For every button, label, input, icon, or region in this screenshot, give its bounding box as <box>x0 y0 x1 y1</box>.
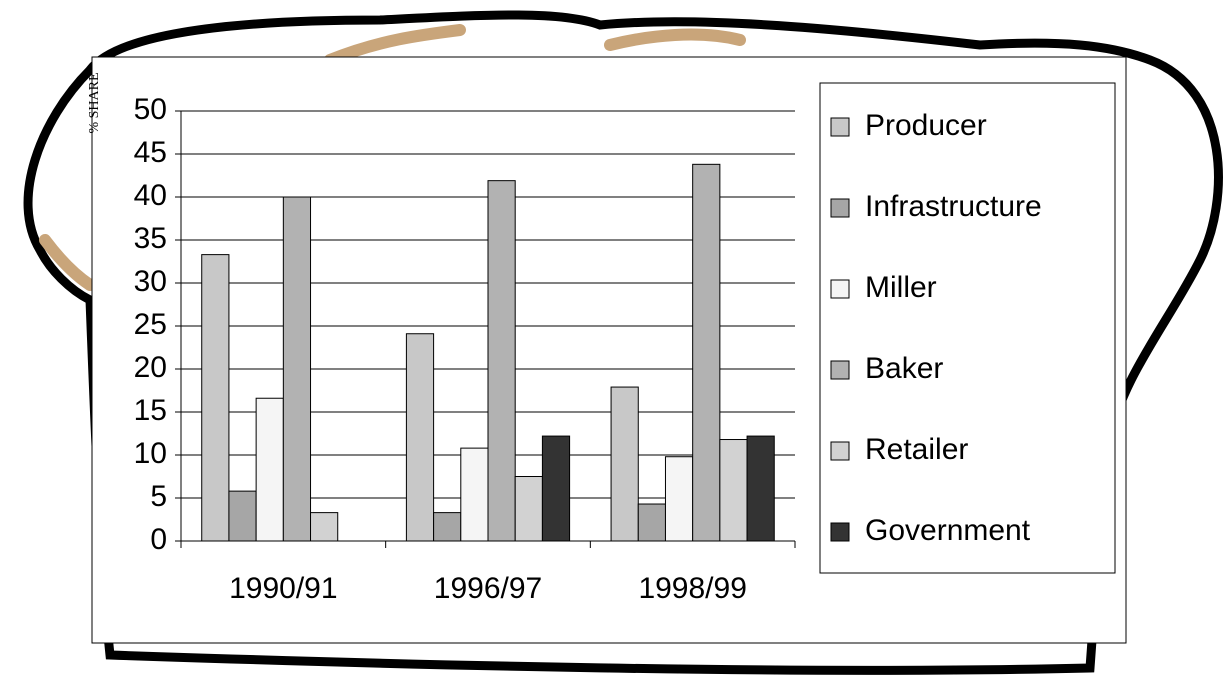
bar <box>747 436 774 541</box>
y-tick-label: 10 <box>134 437 167 470</box>
y-tick-label: 45 <box>134 136 167 169</box>
y-tick-label: 20 <box>134 351 167 384</box>
legend-swatch <box>831 361 849 379</box>
legend-label: Retailer <box>865 433 968 466</box>
y-tick-label: 25 <box>134 308 167 341</box>
legend-box <box>820 83 1115 573</box>
legend-swatch <box>831 442 849 460</box>
x-tick-label: 1998/99 <box>638 572 746 605</box>
bar <box>434 513 461 541</box>
chart: % SHARE 0 5 10 15 20 25 30 35 40 45 50 1990/91 1996/… <box>0 0 1232 681</box>
legend-swatch <box>831 280 849 298</box>
bar <box>283 197 310 541</box>
legend-swatch <box>831 199 849 217</box>
bar <box>256 398 283 541</box>
y-tick-label: 5 <box>150 480 167 513</box>
y-tick-label: 0 <box>150 523 167 556</box>
legend-swatch <box>831 118 849 136</box>
legend-label: Miller <box>865 271 937 304</box>
y-tick-label: 35 <box>134 222 167 255</box>
legend-swatch <box>831 523 849 541</box>
legend-label: Baker <box>865 352 943 385</box>
page: % SHARE 0 5 10 15 20 25 30 35 40 45 50 1990/91 1996/… <box>0 0 1232 686</box>
y-axis-label: % SHARE <box>87 72 102 133</box>
bar <box>311 513 338 541</box>
bar <box>693 164 720 541</box>
bar <box>515 477 542 542</box>
bar <box>488 181 515 541</box>
legend-label: Infrastructure <box>865 190 1042 223</box>
bar <box>542 436 569 541</box>
x-tick-label: 1996/97 <box>434 572 542 605</box>
y-tick-label: 15 <box>134 394 167 427</box>
y-tick-label: 40 <box>134 179 167 212</box>
bar <box>665 457 692 541</box>
y-tick-label: 30 <box>134 265 167 298</box>
bar <box>611 387 638 541</box>
legend-label: Government <box>865 514 1031 547</box>
y-tick-label: 50 <box>134 93 167 126</box>
bar <box>406 334 433 541</box>
legend-label: Producer <box>865 109 987 142</box>
bar <box>229 491 256 541</box>
bar <box>638 504 665 541</box>
bar <box>720 440 747 541</box>
bar <box>202 255 229 541</box>
x-tick-label: 1990/91 <box>229 572 337 605</box>
bar <box>461 448 488 541</box>
